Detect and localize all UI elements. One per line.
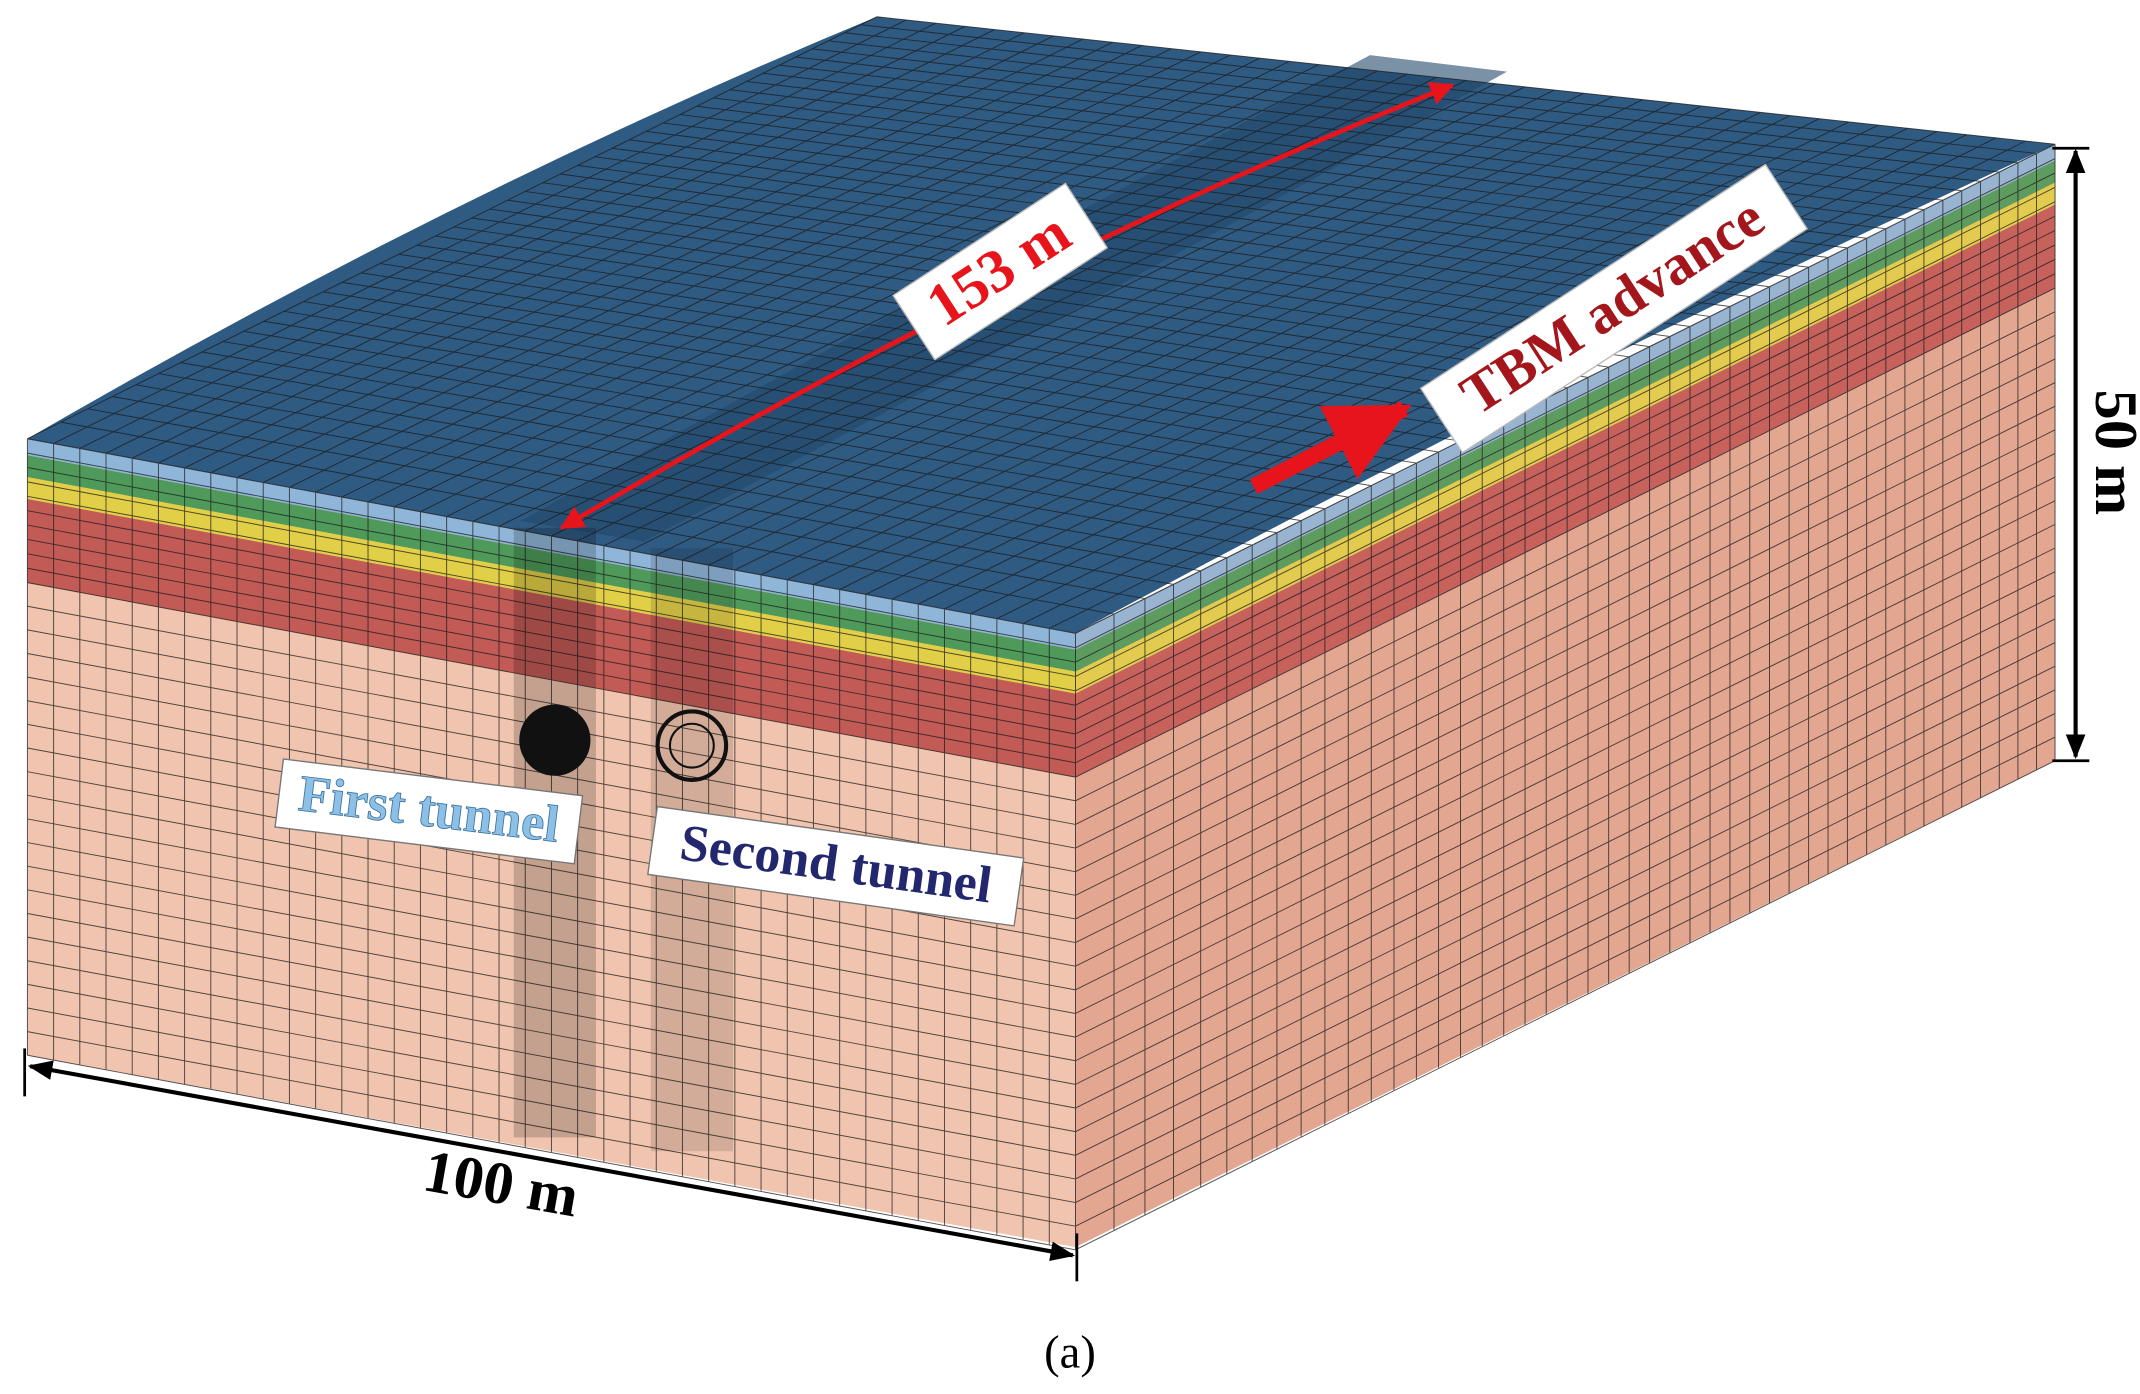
label-box [274, 758, 584, 865]
label-box [1419, 163, 1809, 454]
mesh-line [1075, 273, 2056, 764]
mesh-line [27, 818, 1076, 1014]
mesh-line [1075, 500, 2056, 991]
mesh-line [1075, 172, 2056, 663]
mesh-line [27, 524, 1076, 721]
first-tunnel-section [519, 704, 591, 776]
mesh-line [1075, 258, 2056, 749]
mesh-line [1075, 186, 2056, 677]
mesh-line [27, 467, 1076, 663]
mesh-line [1075, 230, 2056, 721]
layer-band [1075, 160, 2056, 672]
mesh-line [1075, 594, 2056, 1085]
mesh-line [1075, 453, 2056, 944]
mesh-line [27, 538, 1076, 735]
mesh-line [27, 605, 1076, 802]
caption: (a) [1044, 1326, 1096, 1378]
mesh-line [1075, 382, 2056, 873]
advance-arrow [1249, 401, 1412, 494]
label-box [892, 182, 1109, 361]
mesh-line [1075, 618, 2056, 1109]
mesh-line [1075, 476, 2056, 967]
mesh-line [27, 771, 1076, 967]
mesh-line [27, 567, 1076, 764]
mesh-line [27, 510, 1076, 706]
mesh-line [1075, 215, 2056, 706]
mesh-line [1075, 689, 2056, 1180]
mesh-line [27, 842, 1076, 1038]
second-tunnel-section [655, 709, 729, 782]
mesh-line [1075, 736, 2056, 1227]
mesh-line [27, 889, 1076, 1085]
mesh-line [1075, 311, 2056, 802]
mesh-line [1075, 201, 2056, 692]
layer-band [1075, 204, 2056, 778]
mesh-line [876, 16, 2056, 145]
mesh-line [1075, 642, 2056, 1133]
mesh-line [27, 553, 1076, 749]
mesh-line [27, 582, 1076, 778]
mesh-line [1075, 405, 2056, 896]
label-box [647, 805, 1025, 927]
height-label: 50 m [2082, 390, 2140, 516]
mesh-line [1075, 158, 2056, 649]
mesh-line [1075, 571, 2056, 1062]
mesh-line [27, 794, 1076, 991]
mesh-line [1075, 523, 2056, 1014]
mesh-line [27, 452, 1076, 649]
layer-band [1075, 182, 2056, 694]
mesh-line [1075, 547, 2056, 1038]
right-face [1075, 144, 2056, 1248]
mesh-line [1075, 760, 2056, 1251]
mesh-line [1075, 358, 2056, 849]
mesh-line [27, 495, 1076, 692]
second-tunnel-section [668, 722, 715, 769]
mesh-line [27, 438, 1076, 634]
mesh-line [1075, 713, 2056, 1203]
mesh-line [1075, 429, 2056, 920]
mesh-line [1075, 334, 2056, 825]
mesh-line [1075, 665, 2056, 1156]
mesh-line [1075, 244, 2056, 735]
mesh-line [1075, 143, 2056, 634]
mesh-line [27, 481, 1076, 677]
width-dimension [27, 1060, 1076, 1262]
mesh-line [1075, 287, 2056, 778]
mesh-line [27, 865, 1076, 1062]
